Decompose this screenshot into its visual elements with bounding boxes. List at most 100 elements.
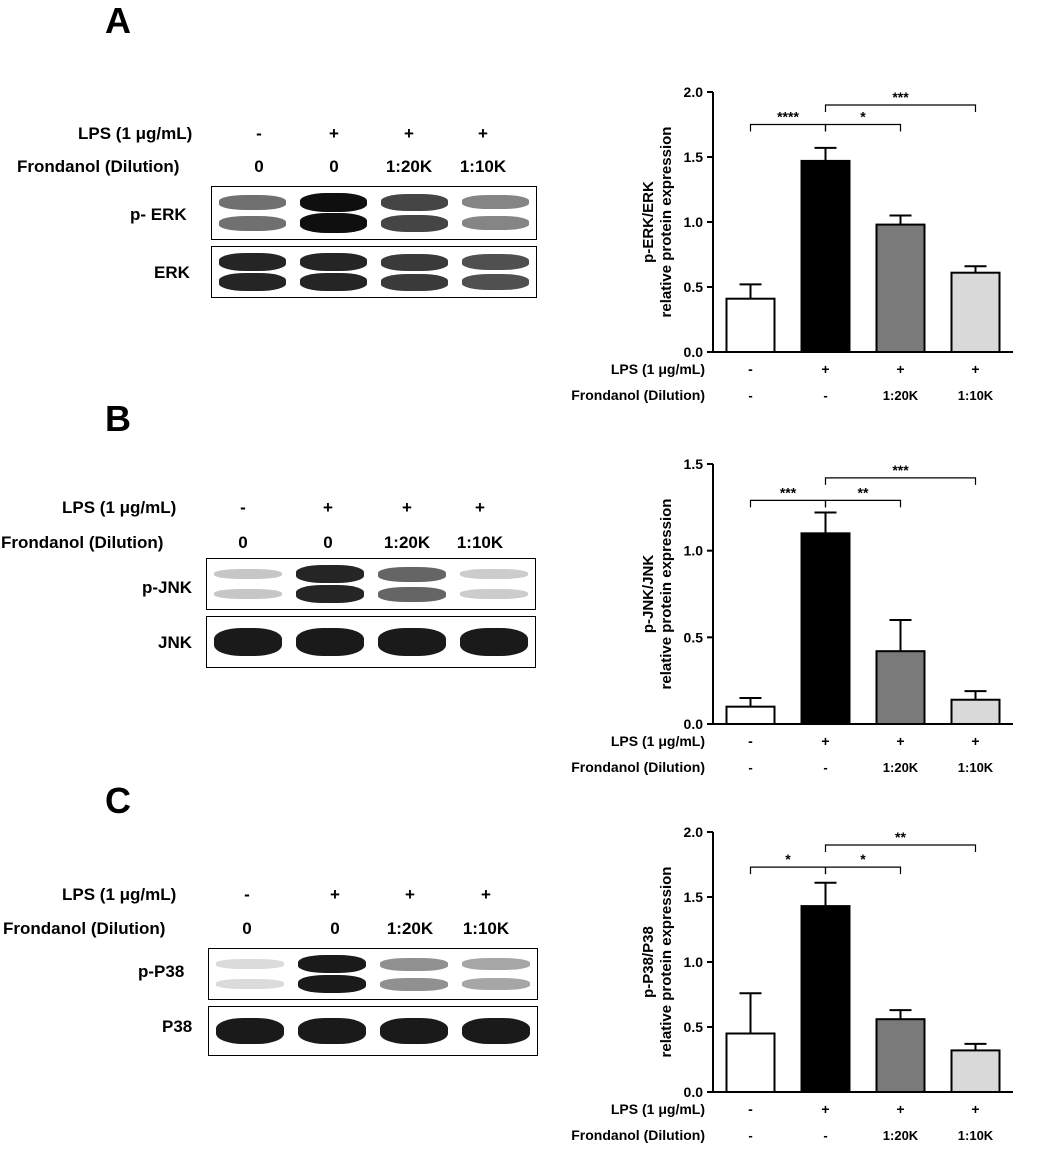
- blot-row-label: p-JNK: [142, 578, 193, 597]
- frondanol-label: Frondanol (Dilution): [1, 533, 164, 552]
- y-axis-label: p-JNK/JNK: [640, 555, 657, 634]
- blot-strip: [206, 616, 536, 668]
- y-tick-label: 1.0: [684, 954, 704, 970]
- x-frondanol-value: 1:20K: [883, 760, 919, 775]
- chart-svg: 0.0 0.5 1.0 1.5 p-JNK/JNK relative protein ex…: [571, 456, 1013, 775]
- significance-label: ***: [892, 89, 909, 105]
- x-lps-value: +: [821, 1101, 829, 1117]
- blot-band: [462, 216, 529, 231]
- x-lps-value: +: [896, 1101, 904, 1117]
- x-frondanol-value: -: [748, 760, 752, 775]
- lane-lps-3: +: [405, 885, 415, 904]
- blot-band: [300, 213, 367, 234]
- lps-label: LPS (1 μg/mL): [62, 885, 177, 904]
- significance-label: ***: [892, 462, 909, 478]
- lane-lps-3: +: [402, 498, 412, 517]
- panel-letter: C: [105, 780, 131, 821]
- x-lps-value: -: [748, 361, 753, 377]
- significance-label: *: [860, 109, 866, 125]
- x-lps-value: +: [971, 733, 979, 749]
- blot-band: [381, 273, 448, 291]
- blot-band: [381, 193, 448, 212]
- y-tick-label: 0.0: [684, 716, 704, 732]
- bar: [725, 1032, 776, 1093]
- blot-band: [381, 253, 448, 271]
- y-axis-label: relative protein expression: [658, 127, 675, 318]
- blot-row-label: p- ERK: [130, 205, 187, 224]
- x-lps-label: LPS (1 μg/mL): [611, 733, 705, 749]
- panel-letter: B: [105, 398, 131, 439]
- blot-band: [216, 1017, 284, 1045]
- blot-band: [219, 253, 286, 271]
- y-tick-label: 1.5: [684, 149, 704, 165]
- panel-a: A LPS (1 μg/mL) Frondanol (Dilution) - +…: [0, 0, 1052, 403]
- lane-lps-2: +: [323, 498, 333, 517]
- lane-lps-4: +: [475, 498, 485, 517]
- lane-frond-1: 0: [242, 919, 252, 938]
- y-tick-label: 1.0: [684, 543, 704, 559]
- x-frondanol-value: -: [823, 1128, 827, 1143]
- lane-frond-4: 1:10K: [459, 157, 507, 176]
- significance-bracket: [749, 866, 827, 875]
- blot-band: [298, 974, 366, 994]
- blot-band: [462, 254, 529, 270]
- significance-bracket: [824, 123, 902, 132]
- lane-lps-3: +: [404, 124, 414, 143]
- significance-label: ****: [777, 109, 799, 125]
- blot-band: [462, 958, 530, 970]
- blot-band: [378, 628, 446, 656]
- significance-bracket: [824, 499, 902, 508]
- blot-band: [462, 1017, 530, 1045]
- bar: [725, 297, 776, 353]
- blot-band: [378, 566, 446, 582]
- y-axis-label: p-ERK/ERK: [640, 181, 657, 263]
- y-tick-label: 2.0: [684, 84, 704, 100]
- blot-band: [298, 1017, 366, 1045]
- x-lps-value: -: [748, 733, 753, 749]
- chart-svg: 0.0 0.5 1.0 1.5 2.0 p-ERK/ERK relative protein…: [571, 84, 1013, 403]
- bar: [950, 271, 1001, 353]
- significance-bracket: [824, 477, 977, 485]
- x-lps-value: +: [971, 361, 979, 377]
- lane-frond-1: 0: [254, 157, 264, 176]
- lane-frond-3: 1:20K: [383, 533, 431, 552]
- blot-band: [378, 586, 446, 602]
- bar: [950, 1049, 1001, 1093]
- significance-label: *: [785, 851, 791, 867]
- blot-row-label: JNK: [158, 633, 193, 652]
- blot-band: [296, 565, 364, 583]
- x-lps-label: LPS (1 μg/mL): [611, 361, 705, 377]
- x-frondanol-value: 1:10K: [958, 1128, 994, 1143]
- blot-band: [300, 192, 367, 213]
- panel-b: B LPS (1 μg/mL) Frondanol (Dilution) - +…: [1, 398, 1013, 775]
- bar-chart-a: 0.0 0.5 1.0 1.5 2.0 p-ERK/ERK relative protein…: [560, 80, 1040, 410]
- blot-band: [296, 628, 364, 656]
- significance-bracket: [824, 866, 902, 875]
- significance-label: **: [858, 484, 869, 500]
- y-axis-label: p-P38/P38: [640, 926, 657, 998]
- lane-lps-1: -: [240, 498, 246, 517]
- chart-svg: 0.0 0.5 1.0 1.5 2.0 p-P38/P38 relative protein…: [571, 824, 1013, 1143]
- y-tick-label: 0.0: [684, 344, 704, 360]
- blot-band: [460, 588, 528, 600]
- bar: [875, 1018, 926, 1093]
- panel-letter: A: [105, 0, 131, 41]
- lane-frond-2: 0: [330, 919, 340, 938]
- blot-band: [460, 568, 528, 580]
- lane-lps-2: +: [330, 885, 340, 904]
- blot-band: [462, 195, 529, 210]
- blot-band: [381, 214, 448, 232]
- blot-row-label: ERK: [154, 263, 190, 282]
- y-tick-label: 1.5: [684, 456, 704, 472]
- x-frondanol-label: Frondanol (Dilution): [571, 387, 705, 403]
- lane-lps-2: +: [329, 124, 339, 143]
- lps-label: LPS (1 μg/mL): [62, 498, 177, 517]
- y-tick-label: 0.5: [684, 279, 704, 295]
- blot-band: [216, 979, 284, 989]
- y-axis-label: relative protein expression: [658, 867, 675, 1058]
- bar: [725, 705, 776, 726]
- x-lps-value: +: [896, 733, 904, 749]
- y-tick-label: 0.5: [684, 1019, 704, 1035]
- frondanol-label: Frondanol (Dilution): [3, 919, 166, 938]
- y-tick-label: 1.5: [684, 889, 704, 905]
